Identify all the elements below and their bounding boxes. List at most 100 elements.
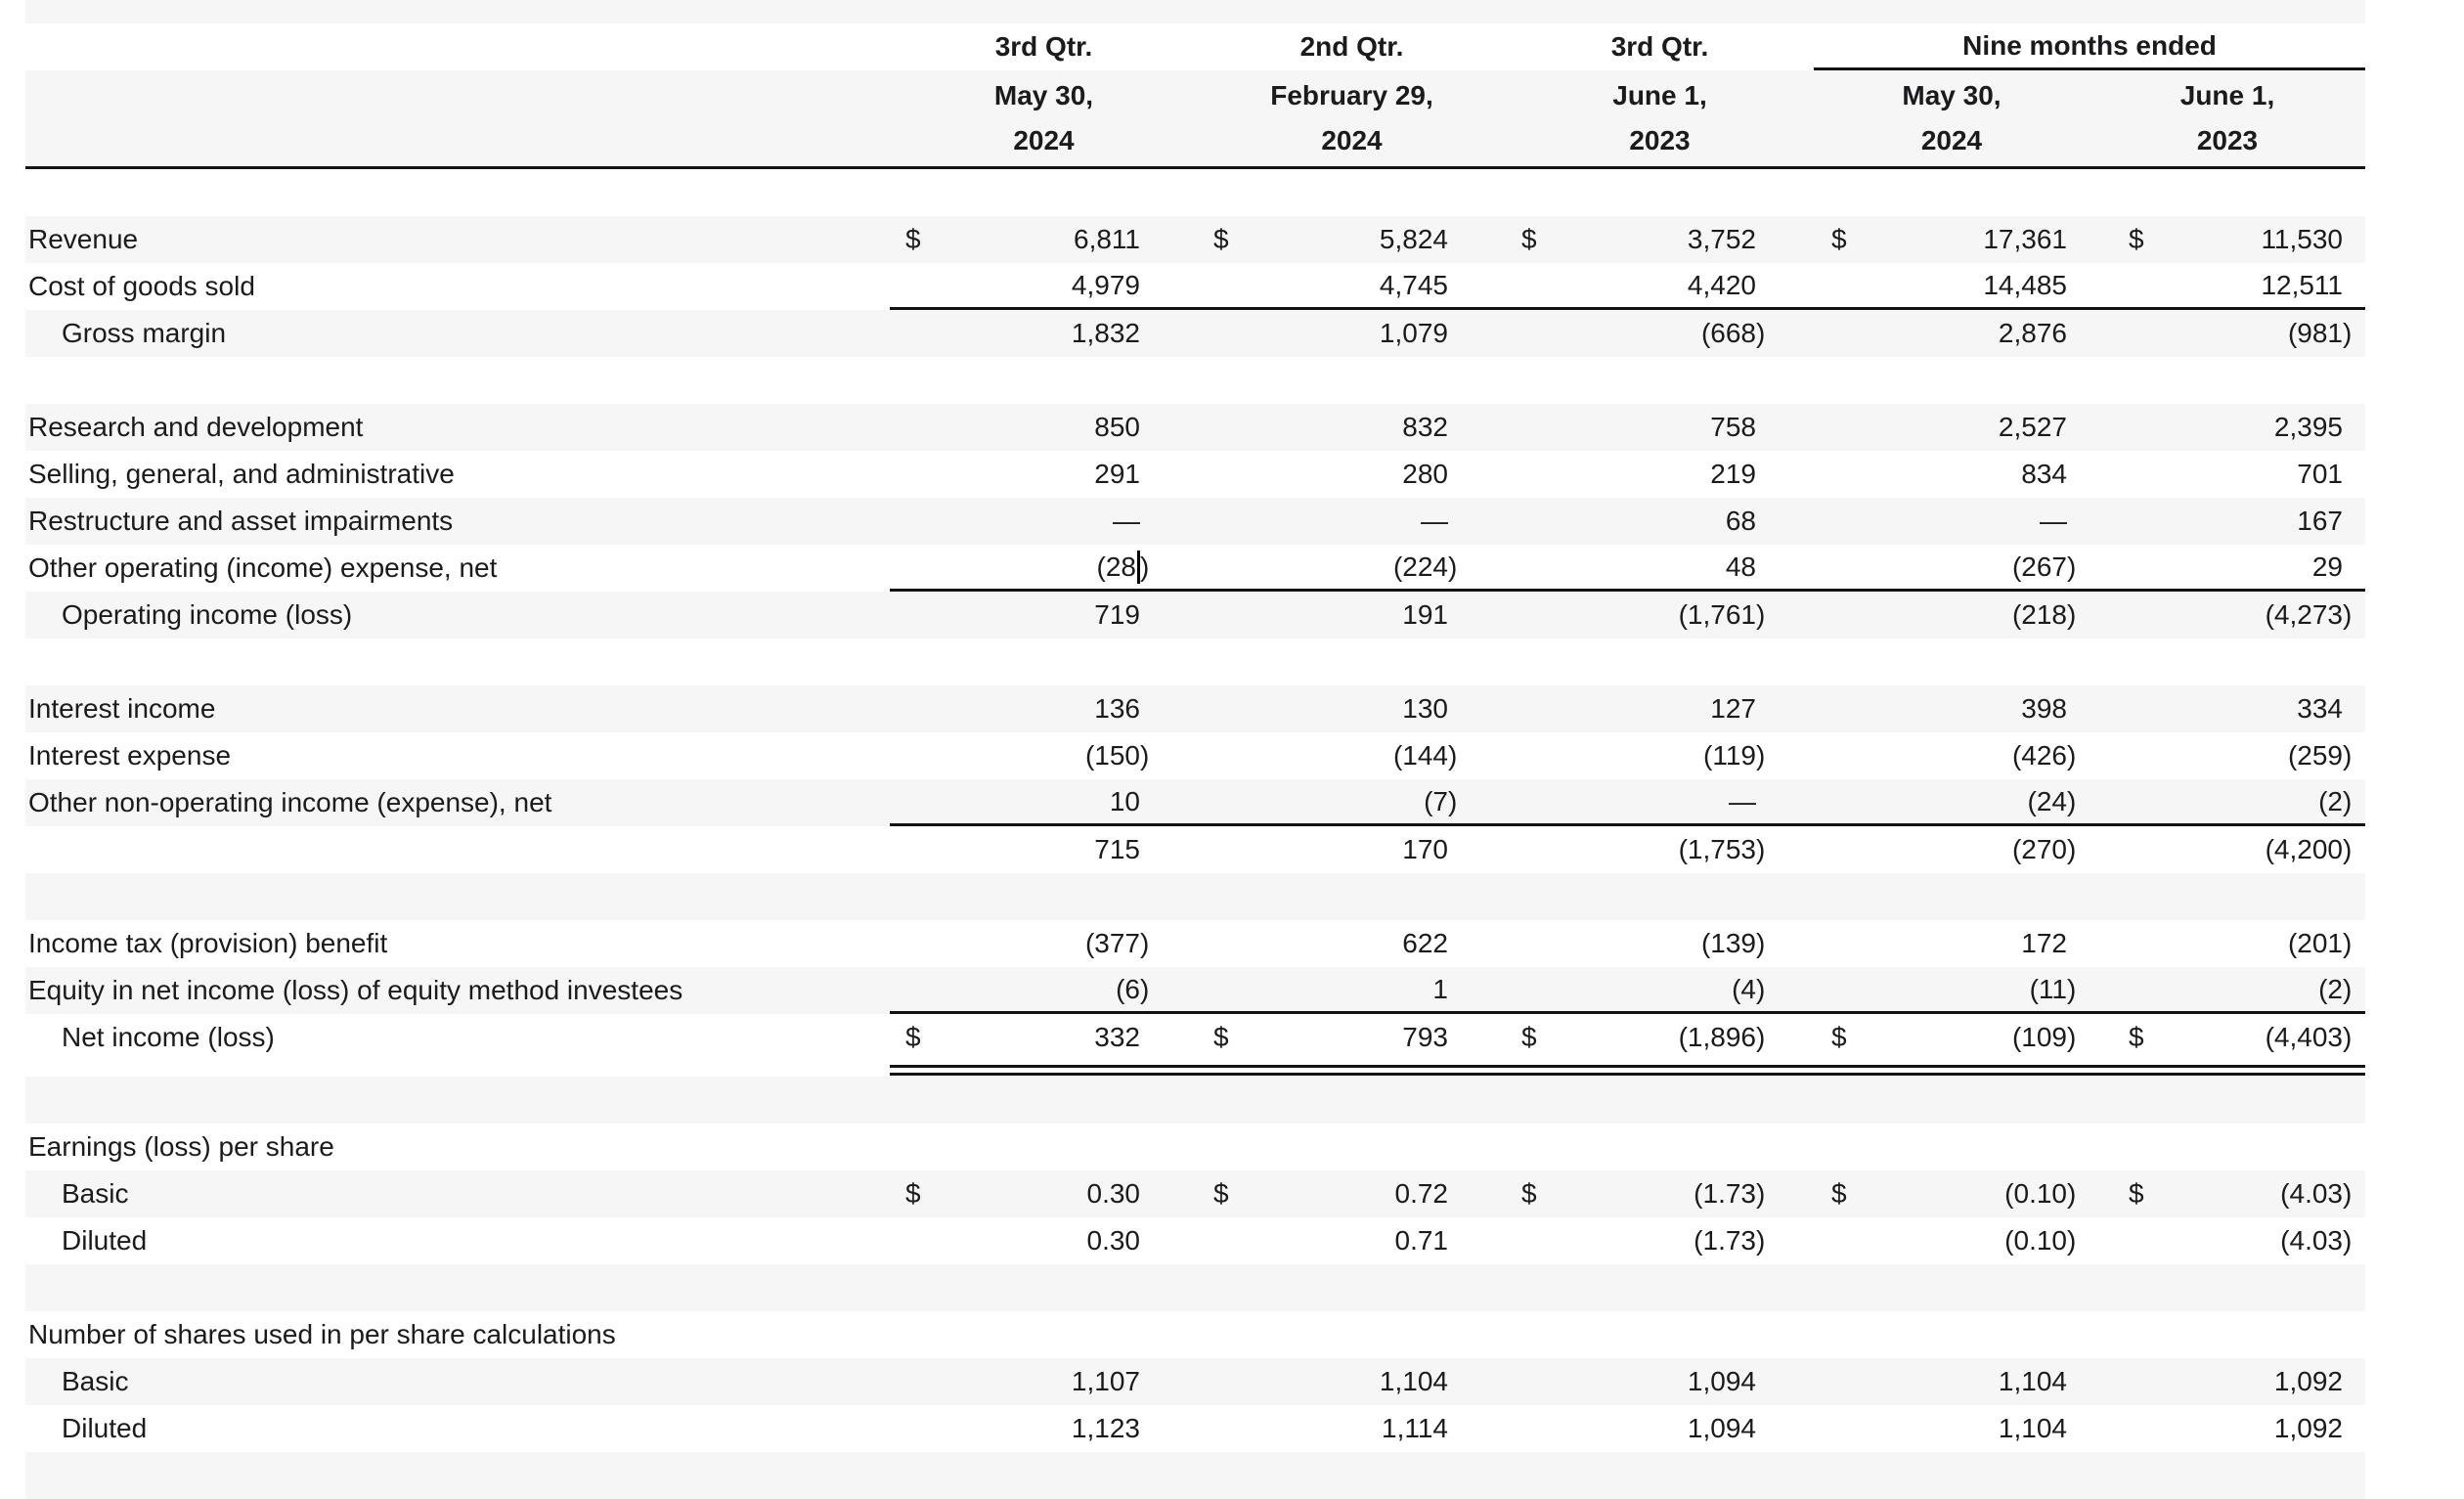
currency-cell [890,592,952,639]
row-label: Income tax (provision) benefit [28,928,388,958]
amount-value: (150 [1084,740,1140,771]
editing-cell[interactable]: (28) [952,545,1198,592]
header-date-q3: June 1, 2023 [1612,80,1707,155]
amount-cell: — [952,498,1198,545]
currency-cell [890,1405,952,1452]
amount-cell: — [1260,498,1506,545]
currency-cell [1506,779,1568,826]
amount-cell: 14,485 [1876,263,2090,310]
currency-cell [1814,310,1876,357]
amount-value: (4,200 [2265,834,2343,864]
amount-cell: 832 [1260,404,1506,451]
closing-paren: ) [2343,1178,2353,1209]
amount-value: 1,094 [1687,1366,1756,1396]
amount-cell: 1,094 [1568,1358,1814,1405]
amount-cell: 10 [952,779,1198,826]
amount-value: 1,079 [1379,318,1448,348]
amount-value: 291 [1094,459,1140,489]
row-label: Diluted [62,1225,148,1256]
amount-value: (1.73 [1694,1225,1756,1256]
currency-cell [2090,685,2152,732]
amount-value: 29 [2311,551,2343,582]
amount-cell: 701 [2152,451,2365,498]
amount-value: 793 [1402,1022,1448,1052]
blank-row [25,873,2365,920]
currency-cell [1506,592,1568,639]
currency-cell: $ [1521,224,1537,254]
closing-paren: ) [1756,973,1766,1004]
amount-cell: 332 [952,1014,1198,1061]
header-date-q1: May 30, 2024 [993,80,1094,155]
amount-cell: 2,527 [1876,404,2090,451]
amount-value: (6 [1116,973,1140,1004]
row-label: Net income (loss) [62,1022,275,1052]
table-row: Basic $0.30 $0.72 $ (1.73) $ (0.10) $ (4.03) [25,1170,2365,1217]
amount-cell: 6,811 [952,216,1198,263]
amount-value: 0.71 [1394,1225,1449,1256]
table-row: Gross margin 1,832 1,079 (668) 2,876 (981) [25,310,2365,357]
amount-value: 4,745 [1379,269,1448,300]
amount-value: 2,395 [2273,412,2343,442]
amount-value: (981 [2287,318,2343,348]
amount-cell: 17,361 [1876,216,2090,263]
amount-cell: — [1876,498,2090,545]
amount-value: 1,123 [1071,1413,1140,1443]
currency-cell [890,967,952,1014]
currency-cell: $ [1831,1178,1847,1209]
amount-cell: 715 [952,826,1198,873]
amount-cell: 191 [1260,592,1506,639]
amount-cell: 850 [952,404,1198,451]
currency-cell [2090,310,2152,357]
table-row: Restructure and asset impairments — — 68 — 16… [25,498,2365,545]
currency-cell [2090,451,2152,498]
amount-cell: (668) [1568,310,1814,357]
currency-cell: $ [905,1022,921,1052]
amount-value: 127 [1710,693,1756,724]
amount-value: 1,092 [2273,1366,2343,1396]
row-label: Diluted [62,1413,148,1443]
currency-cell [2090,779,2152,826]
currency-cell [1814,732,1876,779]
amount-value: (109 [2011,1022,2067,1052]
amount-value: 2,527 [1998,412,2067,442]
amount-cell: 11,530 [2152,216,2365,263]
amount-value: — [1729,785,1756,816]
amount-cell: 2,876 [1876,310,2090,357]
amount-value: (4,273 [2265,599,2343,630]
currency-cell [1814,1358,1876,1405]
header-date-row: May 30, 2024 February 29, 2024 June 1, 2… [25,70,2365,169]
table-row: Income tax (provision) benefit (377) 622 (1… [25,920,2365,967]
amount-cell: 1,123 [952,1405,1198,1452]
row-label: Basic [62,1178,129,1209]
amount-value: 170 [1402,834,1448,864]
amount-value: 0.72 [1394,1178,1449,1209]
amount-value: (426 [2011,740,2067,771]
table-row: 715 170 (1,753) (270) (4,200) [25,826,2365,873]
closing-paren: ) [2067,973,2077,1004]
currency-cell [1198,404,1260,451]
currency-cell [1198,779,1260,826]
row-label: Restructure and asset impairments [28,506,454,536]
currency-cell [2090,732,2152,779]
header-date-q2: February 29, 2024 [1270,80,1433,155]
row-label: Gross margin [62,318,227,348]
amount-cell: (2) [2152,779,2365,826]
amount-cell: 1,832 [952,310,1198,357]
amount-cell: 1,104 [1876,1358,2090,1405]
closing-paren: ) [1756,740,1766,771]
currency-cell [1506,732,1568,779]
closing-paren: ) [2343,973,2353,1004]
row-label: Revenue [28,224,139,254]
closing-paren: ) [1756,1225,1766,1256]
currency-cell [1506,1358,1568,1405]
amount-value: 701 [2297,459,2343,489]
amount-value: (0.10 [2004,1225,2067,1256]
closing-paren: ) [1756,318,1766,348]
amount-value: 1 [1432,973,1448,1004]
double-underline-row [25,1061,2365,1077]
currency-cell [1814,1405,1876,1452]
row-label: Number of shares used in per share calcu… [28,1319,616,1349]
table-row: Interest expense (150) (144) (119) (426) (259… [25,732,2365,779]
amount-cell: 2,395 [2152,404,2365,451]
